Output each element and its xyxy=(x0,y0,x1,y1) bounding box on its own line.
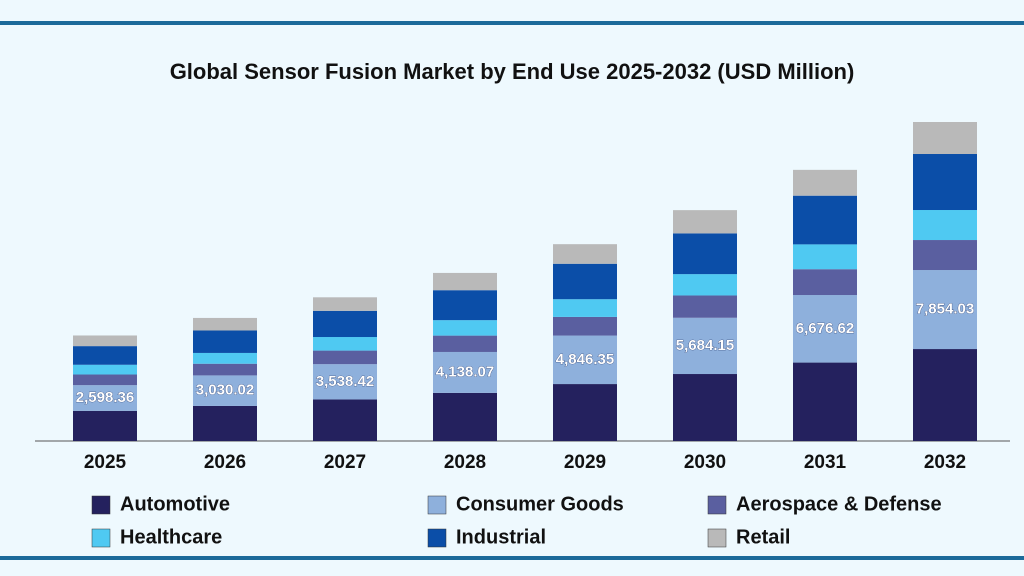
legend-label: Industrial xyxy=(456,526,546,548)
x-tick-label: 2027 xyxy=(324,452,366,473)
legend-swatch xyxy=(427,495,447,515)
legend-swatch xyxy=(707,528,727,548)
bar-segment xyxy=(193,363,257,376)
bar-segment xyxy=(433,290,497,321)
bar-segment xyxy=(193,405,257,441)
legend-label: Automotive xyxy=(120,493,230,515)
x-tick-label: 2025 xyxy=(84,452,127,473)
bar-segment xyxy=(193,352,257,364)
bar-segment xyxy=(433,392,497,441)
total-label: 2,598.36 xyxy=(76,389,134,406)
legend-swatch xyxy=(91,495,111,515)
legend-label: Healthcare xyxy=(120,526,222,548)
bar-segment xyxy=(913,210,977,241)
bar-segment xyxy=(793,269,857,296)
x-tick-label: 2029 xyxy=(564,452,606,473)
bar-segment xyxy=(793,195,857,245)
legend-label: Retail xyxy=(736,526,790,548)
bar-segment xyxy=(913,240,977,271)
legend-swatch xyxy=(707,495,727,515)
bar-segment xyxy=(193,330,257,353)
legend-swatch xyxy=(91,528,111,548)
bar-segment xyxy=(433,335,497,352)
bar-segment xyxy=(673,274,737,296)
bar-segment xyxy=(313,310,377,338)
x-tick-label: 2026 xyxy=(204,452,246,473)
bar-segment xyxy=(553,316,617,336)
bar-segment xyxy=(553,384,617,441)
bar-segment xyxy=(673,210,737,234)
bar-segment xyxy=(553,263,617,300)
chart-title: Global Sensor Fusion Market by End Use 2… xyxy=(170,59,855,84)
x-tick-label: 2031 xyxy=(804,452,847,473)
bar-segment xyxy=(313,399,377,441)
bar-segment xyxy=(553,299,617,317)
bar-segment xyxy=(73,374,137,386)
bar-segment xyxy=(913,349,977,441)
total-label: 3,538.42 xyxy=(316,373,374,390)
bar-segment xyxy=(553,244,617,264)
bar-segment xyxy=(313,297,377,311)
bar-segment xyxy=(673,295,737,318)
bar-segment xyxy=(793,362,857,441)
bar-segment xyxy=(673,374,737,441)
total-label: 6,676.62 xyxy=(796,320,854,337)
bar-segment xyxy=(313,350,377,365)
total-label: 3,030.02 xyxy=(196,382,254,399)
x-tick-label: 2028 xyxy=(444,452,486,473)
bar-segment xyxy=(793,244,857,270)
total-label: 7,854.03 xyxy=(916,301,974,318)
bar-segment xyxy=(433,272,497,291)
legend-swatch xyxy=(427,528,447,548)
x-tick-label: 2032 xyxy=(924,452,966,473)
legend-label: Consumer Goods xyxy=(456,493,624,515)
bar-segment xyxy=(313,364,377,400)
bar-segment xyxy=(913,154,977,211)
bar-segment xyxy=(193,317,257,331)
bar-segment xyxy=(793,169,857,196)
bar-segment xyxy=(73,335,137,347)
bar-segment xyxy=(553,335,617,385)
bar-segment xyxy=(313,337,377,351)
bar-segment xyxy=(73,346,137,365)
bar-segment xyxy=(673,233,737,275)
total-label: 5,684.15 xyxy=(676,337,734,354)
bar-segment xyxy=(73,385,137,411)
bar-segment xyxy=(73,364,137,375)
bar-segment xyxy=(433,320,497,336)
total-label: 4,846.35 xyxy=(556,351,614,368)
bar-segment xyxy=(433,351,497,393)
bar-segment xyxy=(193,375,257,406)
legend-label: Aerospace & Defense xyxy=(736,493,942,515)
bar-segment xyxy=(673,317,737,375)
bar-segment xyxy=(73,410,137,441)
bar-segment xyxy=(913,122,977,155)
bar-segment xyxy=(793,295,857,363)
bar-segment xyxy=(913,270,977,350)
total-label: 4,138.07 xyxy=(436,363,494,380)
x-tick-label: 2030 xyxy=(684,452,726,473)
